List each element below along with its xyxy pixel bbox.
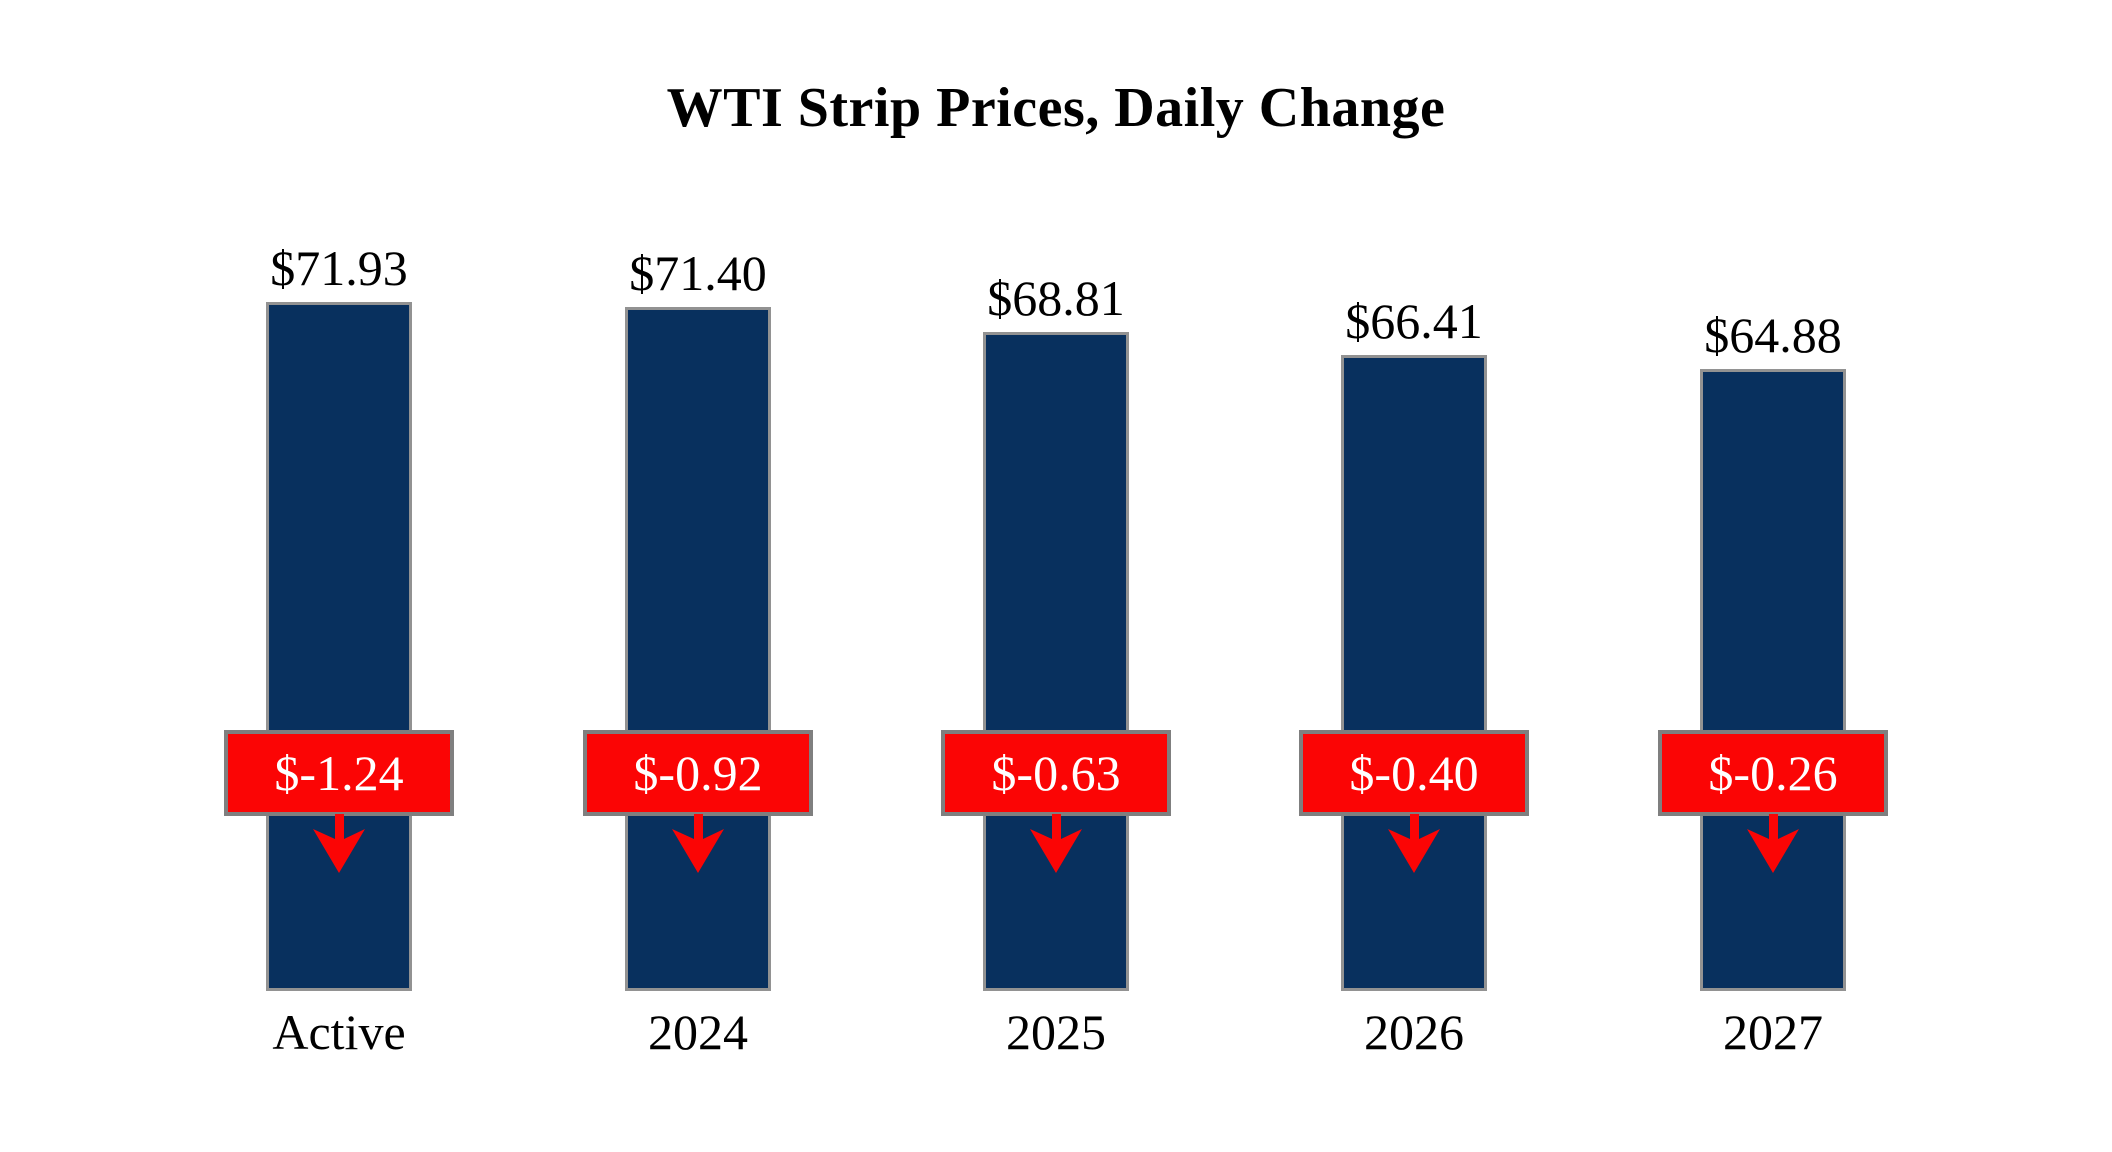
category-label: 2024 [648,1004,748,1060]
down-arrow-icon [1388,814,1440,873]
category-label: 2025 [1006,1004,1106,1060]
bar-column-2027: $64.88 2027 $-0.26 [1594,308,1952,1152]
chart-title: WTI Strip Prices, Daily Change [666,77,1446,139]
category-label-wrap: 2026 [1364,991,1464,1152]
down-arrow-icon [313,814,365,873]
category-label-wrap: Active [272,991,405,1152]
down-arrow-icon [1030,814,1082,873]
category-label-wrap: 2027 [1723,991,1823,1152]
category-label: Active [272,1004,406,1060]
bar-column-active: $71.93 Active $-1.24 [160,241,518,1152]
daily-change-badge: $-0.40 [1299,730,1529,816]
daily-change-badge: $-0.26 [1658,730,1888,816]
daily-change-badge: $-0.63 [941,730,1171,816]
price-label: $64.88 [1704,307,1842,363]
daily-change-badge: $-0.92 [583,730,813,816]
strip-price-bar [266,302,412,991]
strip-price-bar [625,307,771,991]
category-label-wrap: 2024 [648,991,748,1152]
category-label: 2026 [1364,1004,1464,1060]
category-label-wrap: 2025 [1006,991,1106,1152]
bar-column-2024: $71.40 2024 $-0.92 [519,246,877,1152]
bar-column-2026: $66.41 2026 $-0.40 [1235,294,1593,1152]
strip-price-bar [983,332,1129,991]
bar-column-2025: $68.81 2025 $-0.63 [877,271,1235,1152]
down-arrow-icon [1747,814,1799,873]
price-label: $66.41 [1345,293,1483,349]
price-label: $68.81 [987,270,1125,326]
strip-price-bar [1341,355,1487,991]
category-label: 2027 [1723,1004,1823,1060]
down-arrow-icon [672,814,724,873]
strip-price-bar [1700,369,1846,991]
daily-change-badge: $-1.24 [224,730,454,816]
price-label: $71.40 [629,245,767,301]
price-label: $71.93 [270,240,408,296]
